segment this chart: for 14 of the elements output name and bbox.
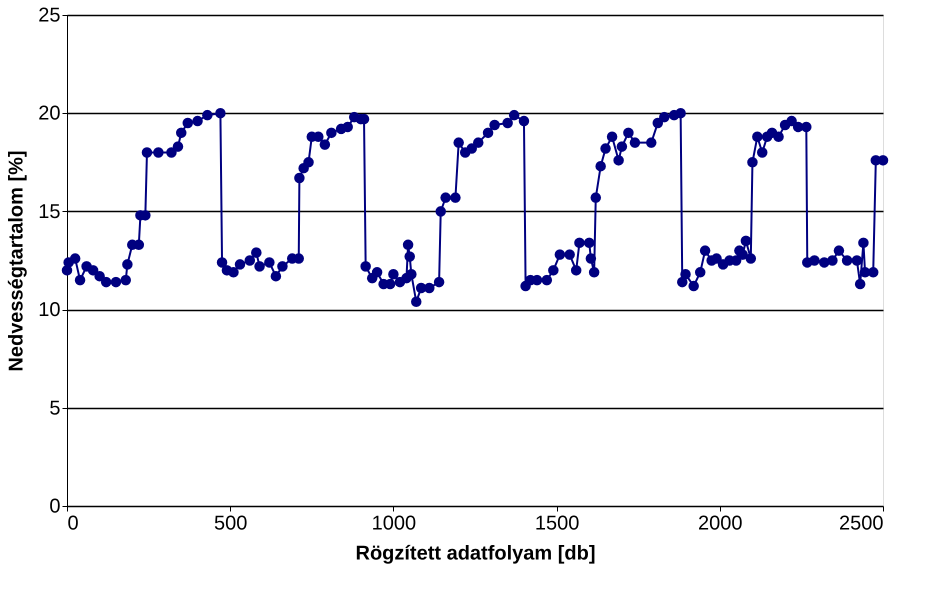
x-axis-title: Rögzített adatfolyam [db] [356,542,596,564]
x-tick-label: 0 [68,512,79,534]
x-tick-label: 1500 [534,512,580,534]
y-tick-label: 10 [38,299,60,322]
y-tick-label: 0 [49,496,60,518]
x-tick-label: 2500 [839,512,884,534]
y-axis-title: Nedvességtartalom [%] [5,150,28,372]
y-tick-label: 5 [49,397,60,420]
x-tick-label: 1000 [372,512,416,534]
x-tick-label: 500 [214,512,248,534]
y-tick-label: 20 [38,102,60,125]
x-tick-label: 2000 [698,512,743,534]
y-tick-label: 25 [38,4,60,26]
y-tick-label: 15 [38,200,60,223]
